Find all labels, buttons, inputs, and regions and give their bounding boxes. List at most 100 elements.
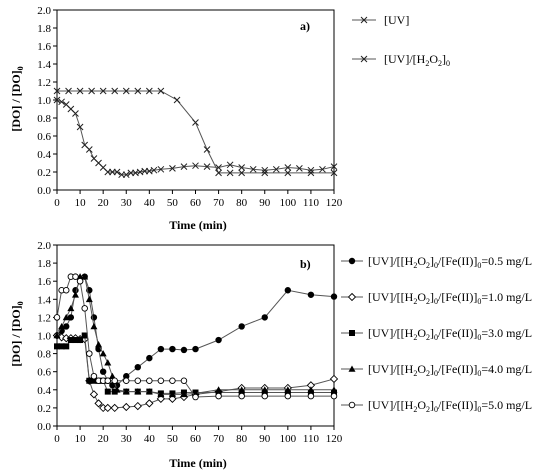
y-axis-title-b-sub: 0 (16, 301, 25, 305)
data-point-a-0-5 (111, 87, 119, 95)
series-line-a-0 (57, 90, 334, 174)
legend-label-b-2-part-6: /[Fe(II)] (438, 326, 477, 340)
x-tick-label-a-11: 110 (303, 197, 320, 209)
x-tick-label-b-4: 40 (144, 433, 156, 445)
panel-label-a: a) (300, 19, 310, 33)
data-point-a-1-35 (307, 166, 315, 174)
data-point-b-1-11 (103, 403, 112, 413)
data-point-b-0-20 (192, 345, 199, 353)
y-tick-label-a-6: 1.2 (37, 77, 51, 89)
data-point-b-3-10 (99, 350, 107, 357)
y-tick-label-b-7: 1.4 (37, 294, 51, 306)
data-point-b-0-16 (146, 354, 153, 362)
data-point-b-0-19 (180, 346, 188, 354)
legend-label-b-3-part-7: 0 (477, 369, 481, 378)
x-tick-label-b-5: 50 (167, 433, 179, 445)
y-tick-label-a-0: 0.0 (37, 185, 51, 197)
data-point-a-0-6 (122, 87, 130, 95)
data-point-b-4-22 (261, 392, 269, 400)
legend-label-b-1-part-4: ] (430, 290, 434, 304)
y-tick-label-a-1: 0.2 (37, 167, 51, 179)
data-point-a-1-13 (113, 168, 121, 176)
x-tick-label-b-7: 70 (213, 433, 225, 445)
data-point-a-1-23 (169, 165, 176, 172)
data-point-a-0-3 (88, 87, 95, 95)
y-tick-label-b-1: 0.2 (37, 403, 51, 415)
y-tick-label-a-4: 0.8 (37, 113, 51, 125)
legend-marker-b-3 (348, 365, 356, 372)
legend-marker-b-1 (347, 292, 357, 302)
legend-label-b-0-part-0: [UV]/[[H (368, 254, 414, 268)
data-point-a-0-15 (238, 169, 246, 177)
data-point-b-3-7 (85, 295, 93, 303)
data-point-b-3-8 (90, 322, 98, 330)
legend-label-b-2-part-1: 2 (413, 333, 417, 342)
series-line-b-0 (56, 275, 335, 386)
y-tick-label-a-10: 2.0 (37, 5, 51, 17)
data-point-b-4-5 (76, 277, 84, 285)
data-point-a-1-5 (76, 123, 84, 131)
data-point-a-1-24 (180, 163, 188, 170)
y-tick-label-b-5: 1.0 (37, 331, 51, 343)
x-axis-title-b: Time (min) (169, 456, 226, 470)
data-point-b-2-2 (63, 343, 70, 350)
legend-label-b-0-part-8: =0.5 mg/L (481, 254, 532, 268)
data-point-b-4-6 (81, 305, 88, 312)
data-point-a-1-28 (226, 161, 234, 169)
legend-marker-b-4 (348, 401, 356, 409)
legend-label-b-0-part-6: /[Fe(II)] (438, 254, 477, 268)
data-point-b-4-25 (330, 392, 338, 400)
legend-label-uv: [UV] (384, 13, 409, 27)
y-tick-label-b-8: 1.6 (37, 276, 51, 288)
legend-label-b-0-part-3: 2 (426, 261, 430, 270)
data-point-a-1-15 (122, 171, 130, 179)
data-point-b-4-7 (86, 350, 93, 357)
data-point-b-4-2 (62, 287, 70, 294)
data-point-b-2-7 (86, 377, 93, 384)
x-tick-label-a-6: 60 (190, 197, 202, 209)
legend-label-b-2-part-5: 0 (434, 333, 438, 342)
x-tick-label-a-8: 80 (236, 197, 248, 209)
chart-panel-a: a) 0.0 0.2 0.4 0.6 0.8 1.0 1.2 1.4 1.6 1.8 2.0 0 10 2… (9, 5, 450, 232)
legend-label-b-2-part-2: O (417, 326, 426, 340)
legend-label-b-4-part-8: =5.0 mg/L (481, 398, 532, 412)
data-point-b-2-1 (58, 343, 65, 350)
data-point-b-3-22 (238, 386, 246, 393)
data-point-b-0-21 (215, 336, 222, 344)
data-point-b-4-14 (134, 377, 142, 385)
x-tick-label-b-3: 30 (121, 433, 133, 445)
data-point-b-0-25 (307, 291, 315, 298)
data-point-b-3-25 (307, 386, 315, 393)
data-point-b-4-20 (215, 392, 222, 400)
data-point-b-3-21 (215, 386, 223, 393)
x-tick-label-b-2: 20 (98, 433, 110, 445)
data-point-a-1-36 (319, 165, 326, 173)
data-point-b-2-8 (90, 377, 97, 384)
legend-label-b-3-part-4: ] (430, 362, 434, 376)
y-tick-label-b-0: 0.0 (37, 421, 51, 433)
data-point-b-3-16 (145, 388, 153, 395)
y-axis-title-a-sub: 0 (16, 66, 25, 70)
y-axis-title-b: [DO] / [DO]0 (9, 301, 25, 366)
data-point-b-1-14 (133, 401, 142, 411)
y-tick-label-b-9: 1.8 (37, 258, 51, 270)
data-point-b-1-25 (329, 374, 339, 384)
legend-label-b-2: [UV]/[[H2O2]0/[Fe(II)]0=3.0 mg/L (368, 326, 532, 342)
data-point-b-4-0 (53, 314, 61, 321)
y-tick-label-b-2: 0.4 (37, 385, 51, 397)
legend-uv-h2o2-main: [UV]/[H (384, 52, 426, 66)
data-point-b-2-11 (104, 388, 111, 395)
y-axis-title-b-main: [DO] / [DO] (9, 305, 23, 366)
chart-panel-b: b) 0.0 0.2 0.4 0.6 0.8 1.0 1.2 1.4 1.6 1.8 2.0 0 10 2… (9, 240, 532, 470)
data-point-b-2-6 (81, 332, 88, 339)
data-point-b-3-0 (53, 332, 61, 339)
data-point-a-0-14 (226, 169, 234, 177)
legend-label-b-3-part-8: =4.0 mg/L (481, 362, 532, 376)
legend-label-b-1-part-2: O (417, 290, 426, 304)
legend-label-b-0-part-7: 0 (477, 261, 481, 270)
data-point-b-0-18 (169, 345, 176, 353)
legend-label-b-1-part-0: [UV]/[[H (368, 290, 414, 304)
legend-marker-uv (360, 16, 368, 24)
x-tick-label-a-2: 20 (98, 197, 110, 209)
